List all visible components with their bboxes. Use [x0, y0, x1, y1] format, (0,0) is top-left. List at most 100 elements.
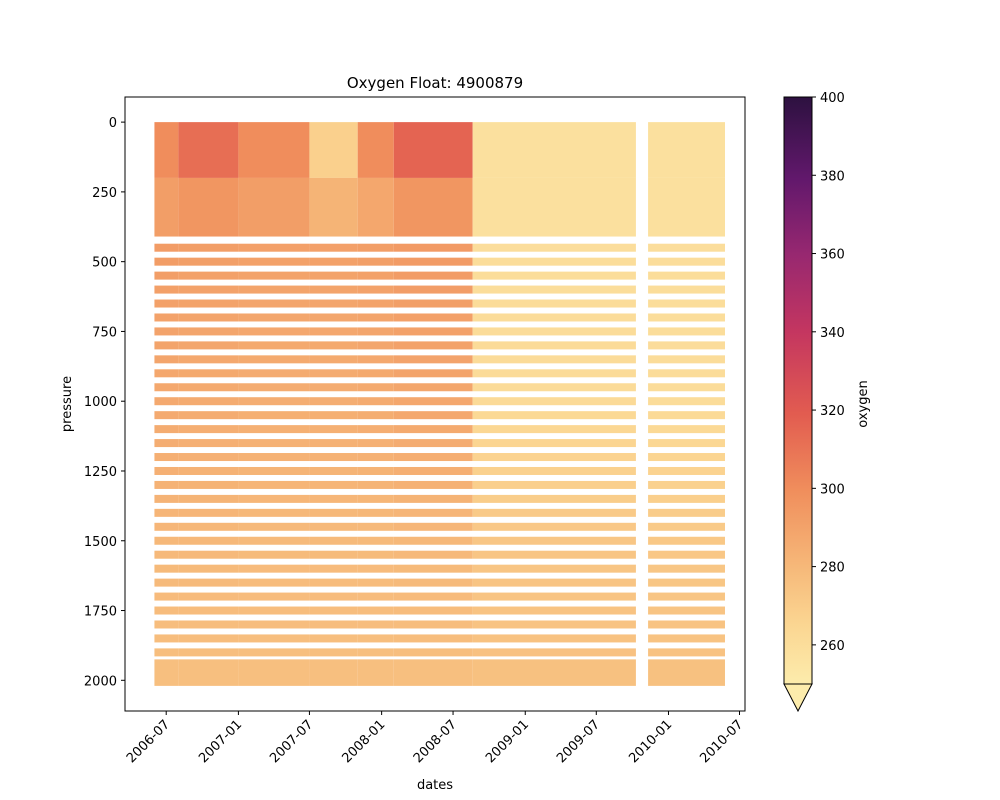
heatmap-cell	[309, 313, 358, 322]
y-tick-label: 750	[92, 325, 117, 340]
heatmap-cell	[154, 313, 179, 322]
heatmap-cell	[648, 564, 725, 573]
heatmap-cell	[309, 453, 358, 462]
heatmap-cell	[393, 620, 473, 629]
heatmap-cell	[238, 355, 310, 364]
heatmap-cell	[154, 122, 179, 178]
heatmap-cell	[357, 480, 394, 489]
heatmap-cell	[178, 425, 239, 434]
heatmap-cell	[393, 578, 473, 587]
heatmap-cell	[393, 648, 473, 657]
heatmap-cell	[393, 411, 473, 420]
heatmap-cell	[309, 383, 358, 392]
heatmap-cell	[357, 341, 394, 350]
heatmap-cell	[393, 425, 473, 434]
heatmap-cell	[154, 564, 179, 573]
heatmap-cell	[393, 494, 473, 503]
heatmap-cell	[648, 606, 725, 615]
heatmap-cell	[357, 257, 394, 266]
heatmap-cell	[357, 522, 394, 531]
y-tick-label: 500	[92, 256, 117, 271]
heatmap-cell	[357, 592, 394, 601]
heatmap-cell	[178, 397, 239, 406]
heatmap-cell	[357, 439, 394, 448]
heatmap-cell	[238, 466, 310, 475]
x-tick-label: 2006-07	[124, 717, 173, 766]
heatmap-cell	[393, 313, 473, 322]
heatmap-cell	[309, 285, 358, 294]
heatmap-cell	[472, 285, 636, 294]
heatmap-cell	[154, 634, 179, 643]
heatmap-cell	[357, 243, 394, 252]
heatmap-cell	[178, 659, 239, 686]
heatmap-cell	[178, 508, 239, 517]
heatmap-cell	[309, 550, 358, 559]
heatmap-cell	[648, 648, 725, 657]
heatmap-cell	[154, 369, 179, 378]
heatmap-cell	[357, 606, 394, 615]
heatmap-cell	[357, 271, 394, 280]
heatmap-cell	[309, 466, 358, 475]
heatmap-cell	[472, 439, 636, 448]
heatmap-cell	[357, 578, 394, 587]
heatmap-cell	[393, 257, 473, 266]
colorbar-tick-label: 320	[820, 404, 845, 419]
heatmap-cell	[393, 369, 473, 378]
heatmap-cell	[309, 257, 358, 266]
heatmap-cell	[309, 439, 358, 448]
heatmap-cell	[357, 285, 394, 294]
heatmap-cell	[238, 271, 310, 280]
heatmap-cell	[393, 480, 473, 489]
heatmap-cell	[648, 411, 725, 420]
heatmap-cell	[238, 480, 310, 489]
heatmap-cell	[357, 634, 394, 643]
heatmap-cell	[309, 411, 358, 420]
heatmap-cell	[357, 620, 394, 629]
colorbar-tick-label: 300	[820, 482, 845, 497]
heatmap-cell	[178, 494, 239, 503]
colorbar-tick-label: 340	[820, 326, 845, 341]
heatmap-cell	[178, 480, 239, 489]
heatmap-cell	[178, 606, 239, 615]
heatmap-cell	[472, 550, 636, 559]
heatmap-cell	[154, 480, 179, 489]
heatmap-cell	[238, 383, 310, 392]
x-tick-label: 2008-01	[339, 717, 388, 766]
heatmap-cell	[393, 634, 473, 643]
heatmap-cell	[154, 425, 179, 434]
heatmap-cell	[648, 522, 725, 531]
heatmap-cell	[648, 578, 725, 587]
heatmap-cell	[238, 453, 310, 462]
heatmap-cell	[309, 606, 358, 615]
heatmap-cell	[357, 411, 394, 420]
heatmap-cell	[648, 536, 725, 545]
heatmap-cell	[154, 355, 179, 364]
heatmap-cell	[472, 243, 636, 252]
heatmap-cells	[154, 122, 725, 686]
heatmap-cell	[309, 122, 358, 178]
x-tick-label: 2010-01	[626, 717, 675, 766]
x-axis-label: dates	[417, 778, 453, 793]
heatmap-cell	[357, 313, 394, 322]
colorbar-label: oxygen	[856, 380, 871, 427]
heatmap-cell	[154, 508, 179, 517]
heatmap-cell	[238, 578, 310, 587]
heatmap-cell	[472, 383, 636, 392]
heatmap-cell	[309, 634, 358, 643]
heatmap-cell	[472, 634, 636, 643]
heatmap-cell	[472, 271, 636, 280]
heatmap-cell	[648, 369, 725, 378]
heatmap-cell	[472, 411, 636, 420]
heatmap-cell	[393, 383, 473, 392]
heatmap-cell	[309, 620, 358, 629]
heatmap-cell	[154, 578, 179, 587]
heatmap-cell	[357, 355, 394, 364]
heatmap-cell	[472, 592, 636, 601]
y-tick-label: 1500	[84, 535, 117, 550]
heatmap-cell	[178, 453, 239, 462]
heatmap-cell	[178, 648, 239, 657]
heatmap-cell	[393, 564, 473, 573]
plot-frame	[124, 96, 746, 712]
heatmap-cell	[648, 425, 725, 434]
heatmap-cell	[238, 592, 310, 601]
